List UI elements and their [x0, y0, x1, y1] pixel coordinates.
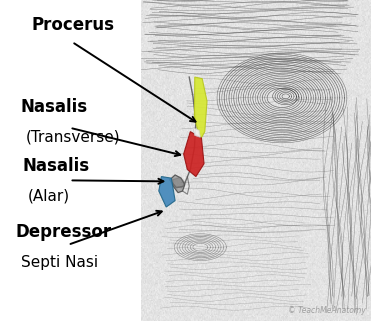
Text: © TeachMeAnatomy: © TeachMeAnatomy — [288, 306, 365, 315]
Polygon shape — [170, 175, 185, 193]
Polygon shape — [194, 77, 207, 140]
Text: (Alar): (Alar) — [28, 189, 70, 204]
Text: Depressor: Depressor — [16, 223, 112, 241]
Text: Nasalis: Nasalis — [20, 98, 88, 116]
Polygon shape — [173, 177, 186, 188]
Polygon shape — [193, 128, 200, 137]
Polygon shape — [184, 132, 204, 177]
Text: (Transverse): (Transverse) — [26, 129, 121, 144]
Text: Septi Nasi: Septi Nasi — [21, 255, 98, 270]
Text: Nasalis: Nasalis — [22, 157, 89, 175]
Text: Procerus: Procerus — [32, 16, 115, 34]
Polygon shape — [159, 177, 175, 207]
